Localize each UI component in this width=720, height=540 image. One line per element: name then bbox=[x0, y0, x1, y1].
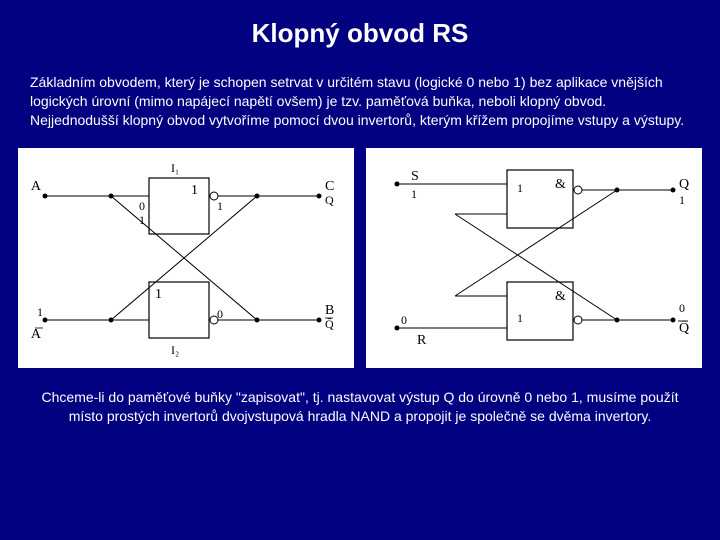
label-r: R bbox=[417, 333, 427, 348]
qbar-terminal bbox=[671, 317, 676, 322]
top-gate-symbol: 1 bbox=[191, 183, 198, 198]
q-terminal bbox=[671, 187, 676, 192]
label-0-top: 0 bbox=[139, 199, 145, 213]
label-qbar-bot: Q̄ bbox=[325, 317, 334, 331]
diagram-right-svg: & & S 1 1 R 0 1 bbox=[366, 148, 702, 368]
r-terminal bbox=[395, 325, 400, 330]
label-1-botleft: 1 bbox=[37, 305, 43, 319]
nand-bot-symbol: & bbox=[555, 289, 566, 304]
label-0-botout: 0 bbox=[217, 307, 223, 321]
label-q-top: Q bbox=[325, 193, 334, 207]
bubble-nand-top bbox=[574, 186, 582, 194]
label-s: S bbox=[411, 169, 419, 184]
bot-gate-symbol: 1 bbox=[155, 287, 162, 302]
terminal-top-in bbox=[43, 193, 48, 198]
label-0-r: 0 bbox=[401, 313, 407, 327]
intro-paragraph: Základním obvodem, který je schopen setr… bbox=[0, 73, 720, 130]
footer-paragraph: Chceme-li do paměťové buňky "zapisovat",… bbox=[0, 388, 720, 426]
nand-top-symbol: & bbox=[555, 177, 566, 192]
diagram-left: 1 1 I₁ I₂ A 0 1 C bbox=[18, 148, 354, 368]
label-qbar: Q̄ bbox=[679, 320, 689, 336]
i2-label: I₂ bbox=[171, 343, 179, 357]
diagram-row: 1 1 I₁ I₂ A 0 1 C bbox=[0, 130, 720, 368]
label-1-topout: 1 bbox=[217, 199, 223, 213]
diagram-left-svg: 1 1 I₁ I₂ A 0 1 C bbox=[18, 148, 354, 368]
label-1-s: 1 bbox=[411, 187, 417, 201]
terminal-bot-in bbox=[43, 317, 48, 322]
label-b: B bbox=[325, 303, 334, 318]
label-c: C bbox=[325, 179, 334, 194]
bubble-nand-bot bbox=[574, 316, 582, 324]
label-1-q: 1 bbox=[679, 193, 685, 207]
i1-label: I₁ bbox=[171, 161, 179, 175]
terminal-bot-out bbox=[317, 317, 322, 322]
terminal-top-out bbox=[317, 193, 322, 198]
label-1-nandbot: 1 bbox=[517, 311, 523, 325]
label-a-bot: A bbox=[31, 327, 42, 342]
s-terminal bbox=[395, 181, 400, 186]
diagram-right: & & S 1 1 R 0 1 bbox=[366, 148, 702, 368]
label-0-qbar: 0 bbox=[679, 301, 685, 315]
label-1-nandtop: 1 bbox=[517, 181, 523, 195]
label-q: Q bbox=[679, 177, 689, 192]
page-title: Klopný obvod RS bbox=[0, 0, 720, 49]
label-a-top: A bbox=[31, 179, 42, 194]
gate-top bbox=[149, 178, 209, 234]
